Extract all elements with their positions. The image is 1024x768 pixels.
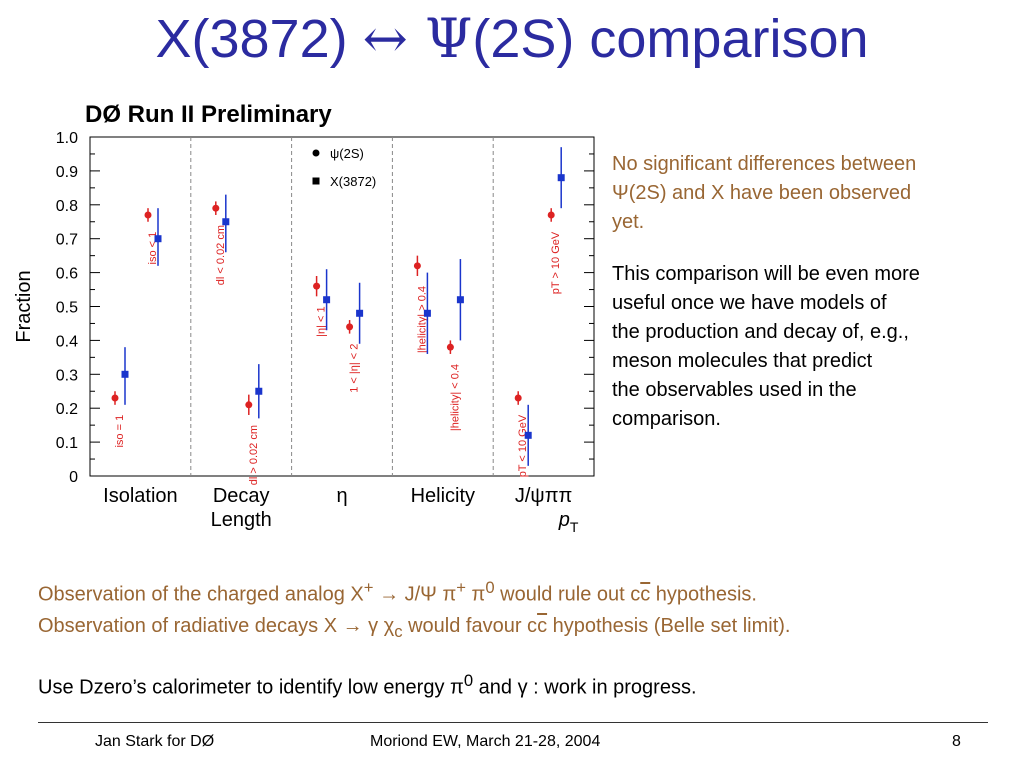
chart-title: DØ Run II Preliminary — [85, 101, 332, 128]
y-tick-label: 0.8 — [56, 198, 78, 215]
data-point-x3872 — [255, 387, 263, 395]
cut-label: |η| < 1 — [316, 306, 328, 337]
y-tick-label: 0.7 — [56, 232, 78, 249]
note-line: comparison. — [612, 408, 721, 430]
category-label: Isolation — [103, 485, 178, 507]
data-point-psi2s — [111, 394, 119, 402]
page-number: 8 — [952, 733, 961, 750]
data-point-x3872 — [524, 431, 532, 439]
category-label: η — [336, 485, 347, 507]
title-text: X(3872) — [155, 9, 363, 69]
legend-label: ψ(2S) — [330, 146, 364, 161]
data-point-psi2s — [245, 401, 253, 409]
category-label: Decay — [213, 485, 270, 507]
y-tick-label: 0.4 — [56, 333, 78, 350]
note-line: No significant differences between — [612, 153, 917, 175]
slide-title: X(3872) ↔ Ψ(2S) comparison — [0, 8, 1024, 70]
title-psi: Ψ — [407, 7, 473, 70]
cut-label: pT < 10 GeV — [517, 414, 529, 477]
note-line: meson molecules that predict — [612, 350, 873, 372]
note-no-differences: No significant differences between Ψ(2S)… — [612, 150, 1012, 237]
cut-label: iso = 1 — [114, 415, 126, 448]
data-point-x3872 — [121, 370, 129, 378]
note-line: the observables used in the — [612, 379, 857, 401]
y-tick-label: 0.3 — [56, 367, 78, 384]
data-point-psi2s — [313, 282, 321, 290]
data-point-x3872 — [456, 296, 464, 304]
cut-label: |helicity| > 0.4 — [416, 286, 428, 353]
data-point-x3872 — [423, 309, 431, 317]
footer-conference: Moriond EW, March 21-28, 2004 — [370, 733, 601, 750]
y-tick-label: 0.1 — [56, 435, 78, 452]
category-label: Helicity — [411, 485, 475, 507]
legend-label: X(3872) — [330, 174, 376, 189]
observation-charged-analog: Observation of the charged analog X+ → J… — [38, 578, 757, 606]
note-line: Ψ(2S) and X have been observed — [612, 182, 912, 204]
comparison-chart: DØ Run II Preliminary Fraction 0 0.1 0.2 0.3 0… — [13, 101, 595, 535]
y-tick-label: 0 — [69, 469, 78, 486]
data-point-psi2s — [514, 394, 522, 402]
note-line: This comparison will be even more — [612, 263, 920, 285]
data-point-psi2s — [212, 204, 220, 212]
data-point-x3872 — [323, 296, 331, 304]
title-text-2: (2S) comparison — [472, 9, 869, 69]
cut-label: |helicity| < 0.4 — [449, 364, 461, 431]
note-line: the production and decay of, e.g., — [612, 321, 909, 343]
data-point-psi2s — [144, 211, 152, 219]
observation-radiative-decays: Observation of radiative decays X → γ χc… — [38, 614, 791, 641]
bottom-text: Observation of the charged analog X+ → J… — [38, 572, 1018, 703]
data-point-x3872 — [356, 309, 364, 317]
data-point-x3872 — [222, 218, 230, 226]
title-arrow: ↔ — [362, 7, 408, 70]
y-tick-label: 0.9 — [56, 164, 78, 181]
y-tick-label: 1.0 — [56, 130, 78, 147]
y-tick-label: 0.5 — [56, 300, 78, 317]
data-point-psi2s — [346, 323, 354, 331]
cut-label: 1 < |η| < 2 — [349, 344, 361, 393]
cut-label: pT > 10 GeV — [550, 231, 562, 294]
cut-label: dl < 0.02 cm — [215, 225, 227, 285]
data-point-psi2s — [413, 262, 421, 270]
data-point-psi2s — [446, 343, 454, 351]
category-label-line2: Length — [211, 509, 272, 531]
y-tick-label: 0.6 — [56, 266, 78, 283]
category-label-line2: pT — [558, 509, 579, 535]
category-label: J/ψππ — [515, 485, 572, 507]
cut-label: dl > 0.02 cm — [248, 425, 260, 485]
footer-author: Jan Stark for DØ — [95, 733, 215, 750]
calorimeter-note: Use Dzero’s calorimeter to identify low … — [38, 670, 697, 699]
note-line: useful once we have models of — [612, 292, 887, 314]
footer-divider — [38, 722, 988, 723]
data-point-x3872 — [154, 235, 162, 243]
legend-marker-circle — [312, 149, 320, 157]
data-point-x3872 — [557, 174, 565, 182]
note-future-models: This comparison will be even more useful… — [612, 260, 1012, 434]
note-line: yet. — [612, 211, 645, 233]
data-point-psi2s — [547, 211, 555, 219]
y-tick-label: 0.2 — [56, 401, 78, 418]
y-axis-label: Fraction — [13, 270, 35, 342]
legend-marker-square — [312, 177, 320, 185]
notes-panel: No significant differences between Ψ(2S)… — [612, 150, 1012, 434]
